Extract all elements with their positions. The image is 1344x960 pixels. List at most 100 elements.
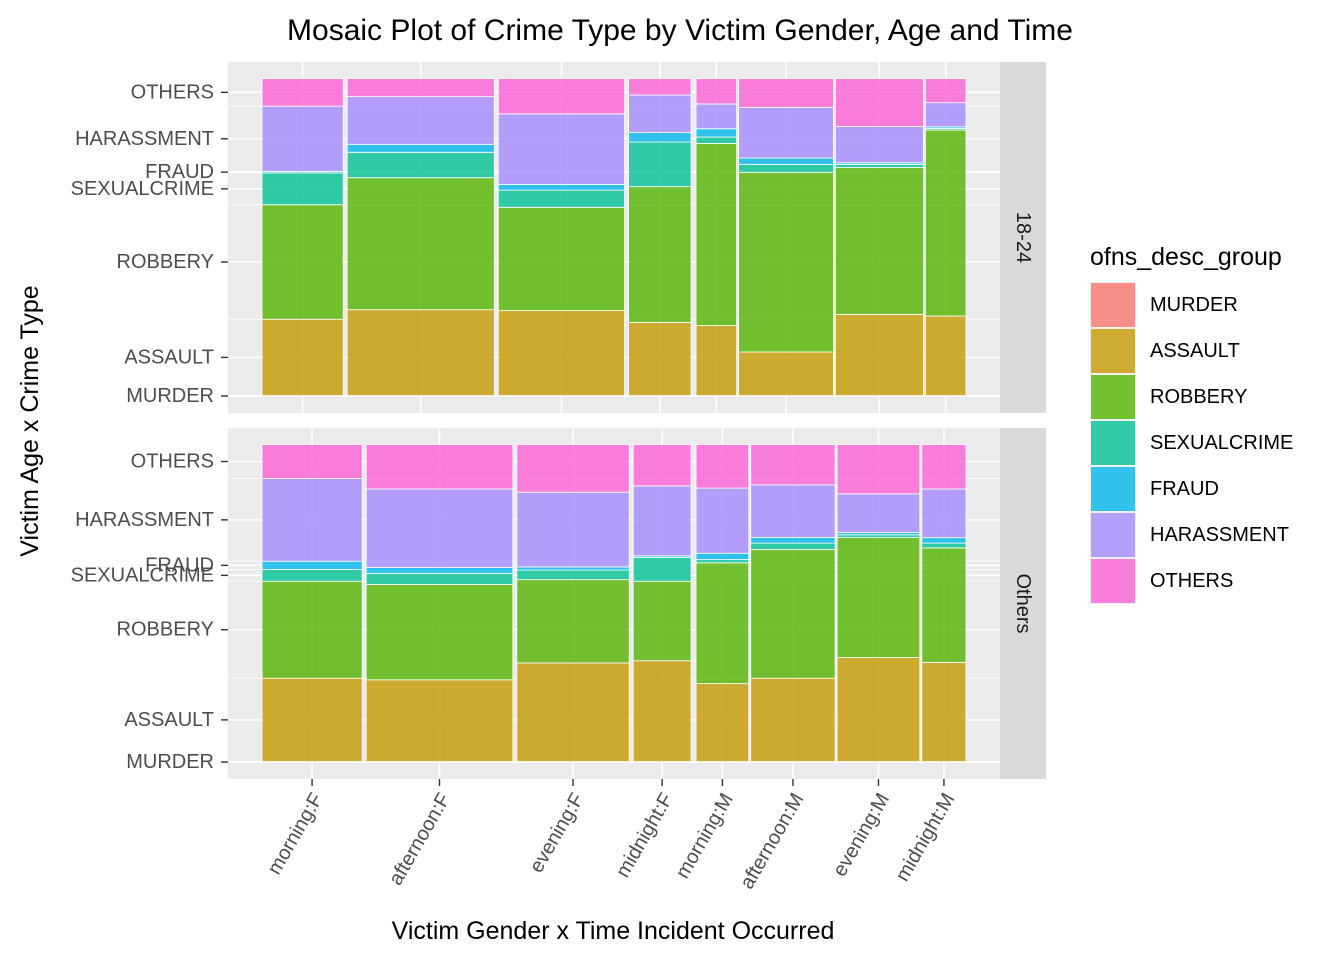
tile-others-evening-F: [497, 78, 625, 115]
tile-robbery-afternoon-F: [346, 177, 495, 311]
tile-robbery-midnight-M: [921, 547, 967, 663]
tile-harassment-midnight-M: [921, 488, 967, 539]
tile-harassment-midnight-M: [924, 102, 967, 128]
tile-robbery-midnight-M: [924, 129, 967, 317]
tile-robbery-evening-M: [835, 167, 924, 315]
tile-assault-morning-M: [695, 683, 750, 762]
legend-key-murder: [1091, 283, 1135, 327]
tile-fraud-evening-F: [497, 183, 625, 191]
tile-robbery-evening-M: [836, 536, 921, 658]
tile-robbery-midnight-F: [632, 580, 692, 662]
tile-sexualcrime-midnight-M: [921, 542, 967, 549]
tile-fraud-morning-M: [695, 552, 750, 561]
legend-key-robbery: [1091, 375, 1135, 419]
tile-robbery-morning-F: [261, 204, 344, 320]
y-tick-label: MURDER: [126, 751, 214, 773]
tile-sexualcrime-morning-F: [261, 172, 344, 206]
legend-label-others: OTHERS: [1150, 570, 1233, 592]
tile-assault-morning-M: [695, 325, 738, 396]
mosaic-tiles: [261, 78, 967, 397]
x-axis: morning:F afternoon:F evening:F midnight:Fm…: [264, 779, 959, 893]
legend-label-robbery: ROBBERY: [1150, 386, 1247, 408]
y-tick-label: ROBBERY: [117, 619, 214, 641]
y-tick-label: SEXUALCRIME: [71, 178, 214, 200]
facet-strip-label: Others: [1012, 573, 1034, 633]
tile-harassment-evening-F: [497, 113, 625, 185]
tile-others-morning-F: [261, 444, 363, 479]
legend-key-fraud: [1091, 467, 1135, 511]
tile-robbery-afternoon-M: [750, 549, 836, 679]
y-tick-label: HARASSMENT: [75, 128, 214, 150]
tile-fraud-morning-M: [695, 128, 738, 138]
x-tick-label: afternoon:M: [736, 790, 808, 893]
facet-panel-lower: Others MURDER ASSAULT ROBBERY SEXUALCRIMEFRA…: [71, 428, 1046, 779]
tile-assault-evening-F: [516, 662, 630, 762]
legend-label-murder: MURDER: [1150, 294, 1238, 316]
tile-fraud-midnight-M: [921, 537, 967, 544]
tile-fraud-afternoon-M: [750, 536, 836, 544]
y-tick-label: FRAUD: [145, 161, 214, 183]
x-tick-label: morning:M: [672, 790, 738, 883]
legend-key-assault: [1091, 329, 1135, 373]
tile-assault-afternoon-F: [365, 679, 514, 762]
tile-others-afternoon-F: [365, 444, 514, 490]
legend-label-assault: ASSAULT: [1150, 340, 1240, 362]
tile-harassment-evening-M: [836, 493, 921, 533]
tile-assault-evening-F: [497, 310, 625, 396]
tile-assault-afternoon-F: [346, 309, 495, 396]
tile-assault-midnight-F: [632, 660, 692, 762]
tile-sexualcrime-midnight-F: [628, 141, 692, 188]
tile-others-evening-M: [836, 444, 921, 495]
x-tick-label: afternoon:F: [385, 790, 455, 890]
legend-key-sexualcrime: [1091, 421, 1135, 465]
tile-assault-evening-M: [836, 657, 921, 762]
tile-others-morning-F: [261, 78, 344, 107]
tile-others-evening-M: [835, 78, 924, 127]
tile-harassment-afternoon-M: [750, 484, 836, 538]
tile-sexualcrime-evening-M: [835, 163, 924, 168]
tile-others-midnight-F: [632, 444, 692, 487]
y-tick-label: HARASSMENT: [75, 509, 214, 531]
x-tick-label: evening:M: [829, 790, 894, 881]
legend: ofns_desc_group MURDER ASSAULT ROBBERY SEXUA…: [1090, 243, 1293, 604]
tile-fraud-midnight-F: [628, 132, 692, 143]
tile-sexualcrime-afternoon-M: [738, 163, 834, 173]
tile-harassment-morning-F: [261, 105, 344, 172]
tile-assault-morning-F: [261, 318, 344, 396]
y-tick-label: ASSAULT: [124, 346, 214, 368]
tile-robbery-morning-M: [695, 562, 750, 685]
tile-sexualcrime-afternoon-F: [346, 151, 495, 179]
y-tick-label: OTHERS: [131, 451, 214, 473]
tile-harassment-morning-M: [695, 487, 750, 554]
tile-sexualcrime-morning-F: [261, 569, 363, 582]
tile-assault-morning-F: [261, 677, 363, 762]
tile-fraud-afternoon-F: [346, 143, 495, 153]
x-axis-title: Victim Gender x Time Incident Occurred: [392, 917, 835, 945]
mosaic-tiles: [261, 444, 967, 763]
legend-label-harassment: HARASSMENT: [1150, 524, 1289, 546]
tile-fraud-afternoon-M: [738, 157, 834, 165]
tile-assault-midnight-M: [924, 315, 967, 396]
tile-others-morning-M: [695, 78, 738, 105]
tile-others-afternoon-F: [346, 78, 495, 98]
tile-harassment-midnight-F: [632, 485, 692, 557]
legend-title: ofns_desc_group: [1090, 243, 1282, 271]
chart-title: Mosaic Plot of Crime Type by Victim Gend…: [287, 14, 1073, 47]
facet-panels: 18-24MURDERASSAULTROBBERYSEXUALCRIMEFRAU…: [71, 62, 1046, 779]
tile-robbery-evening-F: [497, 206, 625, 312]
facet-strip: [1000, 62, 1046, 413]
tile-fraud-evening-F: [516, 566, 630, 571]
tile-assault-midnight-F: [628, 322, 692, 396]
tile-harassment-evening-F: [516, 491, 630, 568]
y-tick-label: ROBBERY: [117, 251, 214, 273]
tile-harassment-afternoon-F: [365, 488, 514, 568]
tile-harassment-morning-M: [695, 103, 738, 130]
x-tick-label: morning:F: [264, 790, 328, 879]
legend-key-harassment: [1091, 513, 1135, 557]
tile-robbery-morning-M: [695, 142, 738, 326]
tile-sexualcrime-afternoon-F: [365, 572, 514, 585]
facet-strip: [1000, 428, 1046, 779]
